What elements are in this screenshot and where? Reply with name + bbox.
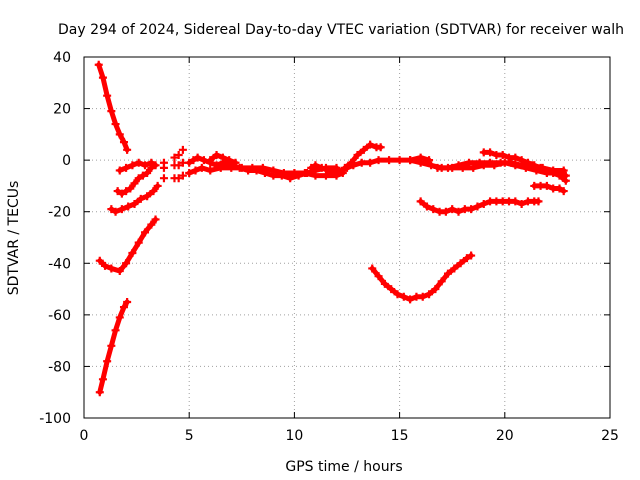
series-arc-7: [159, 145, 187, 183]
y-tick-label: -20: [48, 205, 71, 221]
data-point: [159, 163, 168, 172]
series-arc-10: [206, 150, 240, 167]
plot-frame: [83, 56, 611, 419]
series-arc-3: [113, 161, 158, 198]
series-arc-15: [479, 148, 570, 185]
series-arc-16: [530, 181, 568, 196]
data-point: [178, 145, 187, 154]
y-tick-label: -80: [48, 359, 71, 375]
data-point: [174, 150, 183, 159]
series-arc-6: [95, 297, 132, 397]
data-point: [159, 174, 168, 183]
series-trace: [369, 253, 474, 302]
series-arc-5: [95, 215, 160, 276]
series-trace: [97, 299, 130, 395]
data-point: [174, 161, 183, 170]
series-trace: [96, 62, 130, 153]
series-trace: [97, 216, 159, 274]
data-point: [178, 171, 187, 180]
y-tick-labels: -100 -80 -60 -40 -20 0 20 40: [39, 50, 71, 427]
series-trace: [186, 165, 346, 179]
series-arc-17: [416, 197, 543, 216]
x-tick-label: 0: [80, 428, 89, 444]
y-axis-label: SDTVAR / TECUs: [6, 181, 22, 296]
x-tick-labels: 0 5 10 15 20 25: [80, 428, 619, 444]
series-arc-4: [107, 181, 162, 216]
chart-title: Day 294 of 2024, Sidereal Day-to-day VTE…: [58, 22, 624, 38]
data-points: [94, 60, 570, 397]
x-axis-label: GPS time / hours: [285, 459, 402, 475]
y-tick-label: 0: [62, 153, 71, 169]
y-tick-label: -60: [48, 308, 71, 324]
series-trace: [418, 198, 541, 215]
axis-ticks: [83, 56, 611, 419]
x-tick-label: 15: [391, 428, 409, 444]
series-trace: [531, 183, 567, 194]
x-tick-label: 25: [601, 428, 619, 444]
x-tick-label: 5: [185, 428, 194, 444]
series-arc-18: [368, 251, 476, 304]
series-trace: [115, 162, 156, 197]
series-trace: [207, 152, 238, 166]
data-point: [174, 174, 183, 183]
y-tick-label: 20: [53, 102, 71, 118]
data-point: [170, 153, 179, 162]
y-tick-label: -100: [39, 411, 71, 427]
y-tick-label: -40: [48, 256, 71, 272]
x-tick-label: 10: [285, 428, 303, 444]
series-trace: [344, 155, 432, 171]
x-tick-label: 20: [496, 428, 514, 444]
y-tick-label: 40: [53, 50, 71, 66]
series-arc-1: [94, 60, 132, 154]
grid: [84, 57, 610, 418]
series-arc-9: [185, 163, 347, 180]
series-trace: [481, 149, 569, 184]
series-trace: [117, 160, 159, 173]
series-trace: [108, 183, 161, 215]
